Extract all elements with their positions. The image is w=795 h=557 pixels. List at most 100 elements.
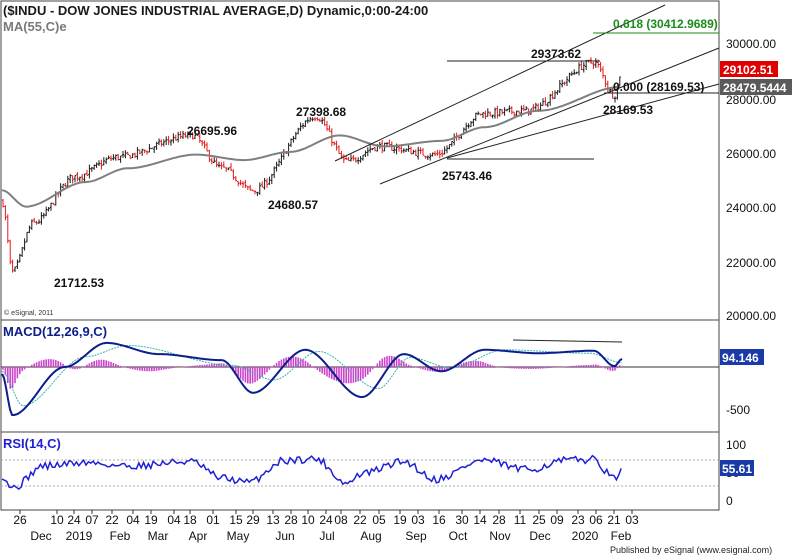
macd-histogram-bar (297, 357, 299, 367)
macd-histogram-bar (367, 367, 369, 375)
x-axis-day-label: 30 (455, 513, 469, 527)
macd-histogram-bar (203, 364, 206, 367)
macd-histogram-bar (489, 364, 491, 367)
ma-value: 28479.5444 (723, 81, 787, 95)
macd-histogram-bar (575, 365, 578, 367)
macd-histogram-bar (487, 363, 489, 367)
fib-000-label: 0.000 (28169.53) (613, 80, 704, 94)
macd-histogram-bar (136, 367, 139, 371)
price-axis: 30000.00 28000.00 26000.00 24000.00 2200… (726, 37, 776, 323)
macd-histogram-bar (9, 367, 11, 389)
macd-histogram-bar (172, 367, 175, 369)
macd-histogram-bar (124, 367, 127, 368)
x-axis-day-label: 07 (85, 513, 99, 527)
macd-histogram-bar (345, 367, 347, 384)
rsi-line (1, 454, 622, 491)
macd-histogram-bar (307, 362, 309, 367)
macd-histogram-bar (573, 365, 575, 367)
x-axis-day-label: 24 (67, 513, 81, 527)
macd-histogram-bar (69, 367, 71, 369)
macd-histogram-bar (112, 362, 115, 367)
macd-histogram-bar (484, 362, 487, 367)
x-axis-day-label: 10 (50, 513, 64, 527)
macd-histogram-bar (26, 367, 28, 368)
macd-histogram-bar (369, 367, 371, 373)
x-axis-day-label: 18 (183, 513, 197, 527)
macd-histogram-bar (184, 366, 187, 368)
macd-histogram-bar (295, 356, 297, 367)
macd-histogram-bar (74, 367, 76, 370)
macd-histogram-bar (611, 367, 614, 371)
macd-histogram-bar (518, 367, 520, 369)
channel-upper-line (334, 4, 666, 162)
macd-histogram-bar (2, 367, 4, 370)
macd-histogram-bar (379, 360, 381, 367)
macd-histogram-bar (4, 367, 7, 376)
macd-histogram-bar (568, 366, 571, 367)
macd-histogram-bar (323, 367, 326, 375)
macd-histogram-bar (160, 367, 163, 370)
macd-histogram-bar (215, 363, 218, 367)
macd-histogram-bar (45, 359, 47, 367)
x-axis-day-label: 26 (13, 513, 27, 527)
macd-histogram-bar (410, 365, 412, 367)
macd-histogram-bar (237, 367, 239, 377)
macd-histogram-bar (62, 363, 64, 367)
macd-histogram-bar (134, 367, 136, 370)
macd-histogram-bar (479, 361, 482, 367)
macd-histogram-bar (208, 364, 211, 367)
macd-histogram-bar (86, 364, 88, 367)
macd-histogram-bar (458, 364, 460, 367)
macd-histogram-bar (7, 367, 9, 384)
macd-histogram-bar (388, 355, 391, 367)
price-bars (1, 57, 621, 273)
x-axis-day-label: 10 (301, 513, 315, 527)
macd-histogram-bar (477, 360, 479, 367)
macd-histogram-bar (182, 366, 184, 368)
macd-histogram-bar (119, 365, 122, 367)
rsi-panel[interactable] (0, 431, 720, 511)
rsi-value-badge (720, 460, 754, 476)
fib-618-label: 0.618 (30412.9689) (613, 17, 718, 31)
macd-histogram-bar (328, 367, 331, 378)
macd-histogram-bar (494, 366, 496, 367)
macd-histogram-bar (76, 367, 79, 370)
macd-histogram-bar (167, 367, 170, 369)
macd-signal-line (1, 345, 623, 407)
macd-histogram-bar (405, 363, 407, 367)
macd-histogram-bar (321, 367, 323, 374)
macd-histogram-bar (475, 360, 477, 367)
macd-histogram-bar (362, 367, 364, 379)
x-axis-day-label: 04 (167, 513, 181, 527)
ma-label: MA(55,C)e (3, 19, 67, 34)
macd-histogram-bar (395, 357, 398, 367)
macd-histogram-bar (443, 367, 446, 371)
rsi-tick: 100 (726, 438, 746, 452)
macd-histogram-bar (206, 364, 208, 367)
annotation-25743: 25743.46 (442, 169, 492, 183)
macd-histogram-bar (364, 367, 367, 377)
macd-histogram-bar (314, 367, 316, 369)
macd-histogram-bar (331, 367, 333, 380)
x-axis-month-label: Aug (360, 529, 381, 543)
macd-histogram-bar (35, 362, 38, 367)
x-axis-day-label: 28 (284, 513, 298, 527)
footer-credit: Published by eSignal (www.esignal.com) (610, 545, 772, 555)
macd-histogram-bar (422, 367, 424, 370)
x-axis-day-label: 05 (372, 513, 386, 527)
macd-histogram-bar (530, 367, 532, 369)
macd-histogram-bar (287, 356, 290, 367)
x-axis-day-label: 09 (550, 513, 564, 527)
macd-histogram-bar (43, 359, 45, 367)
macd-histogram-bar (535, 367, 537, 369)
macd-histogram-bar (103, 359, 105, 367)
macd-histogram-bar (191, 365, 194, 367)
x-axis-month-label: Jul (319, 529, 334, 543)
x-axis-month-label: Jun (275, 529, 294, 543)
rsi-tick: 0 (726, 494, 733, 508)
macd-histogram-bar (472, 360, 475, 367)
x-axis-month-label: Dec (529, 529, 550, 543)
annotation-24680: 24680.57 (268, 198, 318, 212)
macd-histogram-bar (88, 363, 91, 367)
